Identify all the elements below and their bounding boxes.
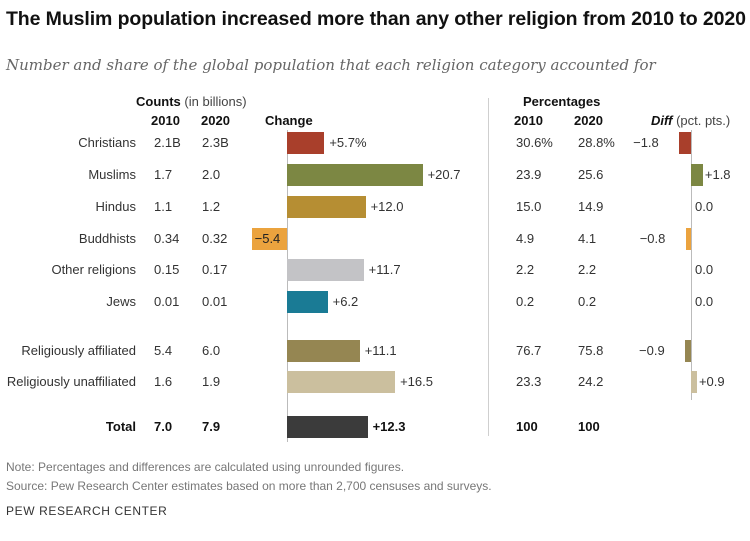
count-2020: 0.17 xyxy=(202,262,228,277)
pct-2020: 24.2 xyxy=(578,374,604,389)
change-bar xyxy=(287,371,396,393)
diff-header: Diff (pct. pts.) xyxy=(651,113,730,128)
change-label: +12.3 xyxy=(372,419,406,434)
change-header: Change xyxy=(265,113,313,128)
counts-header-label: Counts xyxy=(136,94,181,109)
pct-2010-header: 2010 xyxy=(514,113,543,128)
pct-2010: 2.2 xyxy=(516,262,535,277)
count-2010: 0.01 xyxy=(154,294,180,309)
pct-2010: 23.9 xyxy=(516,167,542,182)
diff-zero-line xyxy=(691,130,692,400)
counts-header-unit: (in billions) xyxy=(184,94,247,109)
count-2020: 6.0 xyxy=(202,343,221,358)
change-label: +6.2 xyxy=(332,294,359,309)
count-2020: 2.3B xyxy=(202,135,229,150)
diff-bar xyxy=(691,371,697,393)
change-label: +11.1 xyxy=(364,343,397,358)
diff-label: 0.0 xyxy=(695,262,714,277)
pct-2010: 0.2 xyxy=(516,294,535,309)
pct-2020: 14.9 xyxy=(578,199,604,214)
diff-label: 0.0 xyxy=(695,294,714,309)
diff-label: −0.8 xyxy=(639,231,666,246)
counts-header: Counts (in billions) xyxy=(136,94,247,109)
chart-title: The Muslim population increased more tha… xyxy=(6,8,746,30)
count-2010: 0.15 xyxy=(154,262,180,277)
count-2010: 2.1B xyxy=(154,135,181,150)
count-2010: 5.4 xyxy=(154,343,173,358)
change-label: +5.7% xyxy=(329,135,367,150)
pct-2020: 25.6 xyxy=(578,167,604,182)
counts-2010-header: 2010 xyxy=(151,113,180,128)
count-2010: 1.1 xyxy=(154,199,173,214)
row-label: Buddhists xyxy=(78,231,136,246)
change-label: +20.7 xyxy=(427,167,461,182)
change-label: +11.7 xyxy=(368,262,401,277)
diff-label: 0.0 xyxy=(695,199,714,214)
pct-2010: 76.7 xyxy=(516,343,542,358)
count-2010: 1.6 xyxy=(154,374,173,389)
pct-2010: 15.0 xyxy=(516,199,542,214)
diff-bar xyxy=(679,132,691,154)
change-zero-line xyxy=(287,130,288,442)
change-bar xyxy=(287,132,325,154)
pct-2010: 4.9 xyxy=(516,231,535,246)
count-2020: 0.01 xyxy=(202,294,228,309)
change-bar xyxy=(287,340,360,362)
percentages-header: Percentages xyxy=(523,94,601,109)
chart-subtitle: Number and share of the global populatio… xyxy=(6,56,656,74)
diff-bar xyxy=(691,164,703,186)
pct-2010: 23.3 xyxy=(516,374,542,389)
section-divider xyxy=(488,98,489,436)
pct-2020-header: 2020 xyxy=(574,113,603,128)
count-2020: 7.9 xyxy=(202,419,221,434)
pct-2010: 100 xyxy=(516,419,538,434)
count-2010: 7.0 xyxy=(154,419,173,434)
diff-header-label: Diff xyxy=(651,113,673,128)
count-2010: 0.34 xyxy=(154,231,180,246)
row-label: Muslims xyxy=(88,167,136,182)
pct-2020: 4.1 xyxy=(578,231,597,246)
count-2020: 1.9 xyxy=(202,374,221,389)
diff-label: −1.8 xyxy=(633,135,659,150)
source-note: Source: Pew Research Center estimates ba… xyxy=(6,479,492,493)
diff-label: −0.9 xyxy=(639,343,665,358)
count-2020: 0.32 xyxy=(202,231,228,246)
change-bar xyxy=(287,259,364,281)
diff-bar xyxy=(685,340,691,362)
change-bar xyxy=(287,164,423,186)
pct-2020: 75.8 xyxy=(578,343,604,358)
count-2020: 2.0 xyxy=(202,167,221,182)
change-label: +16.5 xyxy=(400,374,433,389)
footnote: Note: Percentages and differences are ca… xyxy=(6,460,405,474)
row-label: Hindus xyxy=(95,199,136,214)
counts-2020-header: 2020 xyxy=(201,113,230,128)
diff-bar xyxy=(685,228,691,250)
pct-2020: 28.8% xyxy=(578,135,615,150)
pct-2020: 0.2 xyxy=(578,294,597,309)
diff-label: +0.9 xyxy=(698,374,725,389)
row-label: Christians xyxy=(78,135,136,150)
pct-2020: 100 xyxy=(578,419,600,434)
row-label: Total xyxy=(105,419,136,434)
row-label: Other religions xyxy=(51,262,136,277)
change-bar xyxy=(287,196,366,218)
change-label: −5.4 xyxy=(254,231,281,246)
diff-header-unit: (pct. pts.) xyxy=(676,113,731,128)
diff-label: +1.8 xyxy=(704,167,731,182)
count-2010: 1.7 xyxy=(154,167,173,182)
change-bar xyxy=(251,228,287,250)
row-label: Religiously affiliated xyxy=(21,343,136,358)
count-2020: 1.2 xyxy=(202,199,221,214)
row-label: Religiously unaffiliated xyxy=(6,374,136,389)
change-bar xyxy=(287,416,368,438)
brand-label: PEW RESEARCH CENTER xyxy=(6,504,168,518)
row-label: Jews xyxy=(106,294,136,309)
change-label: +12.0 xyxy=(370,199,404,214)
pct-2010: 30.6% xyxy=(516,135,553,150)
change-bar xyxy=(287,291,328,313)
pct-2020: 2.2 xyxy=(578,262,597,277)
